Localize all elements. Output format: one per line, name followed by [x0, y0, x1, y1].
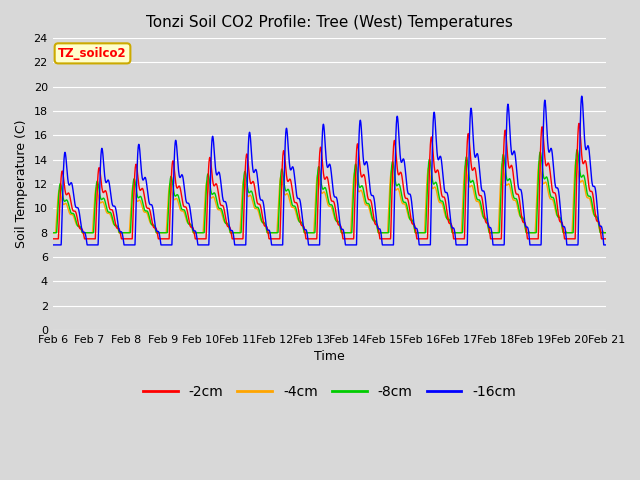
- Y-axis label: Soil Temperature (C): Soil Temperature (C): [15, 120, 28, 248]
- Text: TZ_soilco2: TZ_soilco2: [58, 47, 127, 60]
- Title: Tonzi Soil CO2 Profile: Tree (West) Temperatures: Tonzi Soil CO2 Profile: Tree (West) Temp…: [146, 15, 513, 30]
- X-axis label: Time: Time: [314, 350, 345, 363]
- Legend: -2cm, -4cm, -8cm, -16cm: -2cm, -4cm, -8cm, -16cm: [138, 380, 522, 405]
